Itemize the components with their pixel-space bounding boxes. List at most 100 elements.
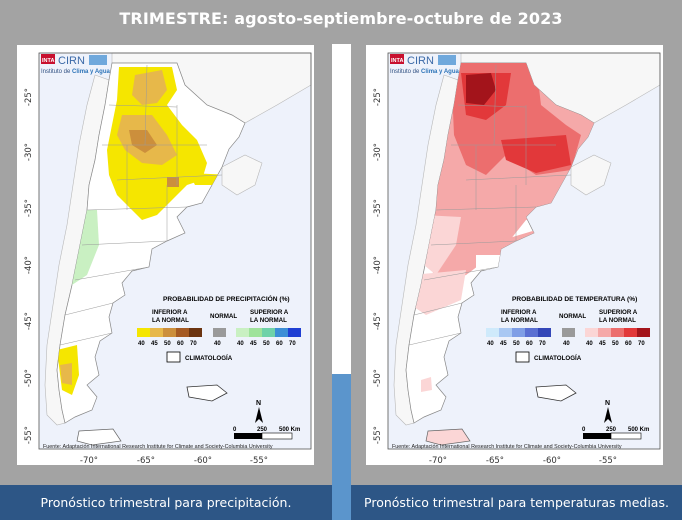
legend-num: 70 [190,341,197,347]
swatch [486,328,499,337]
legend-above-label: SUPERIOR A [599,309,638,316]
lat-tick: -40° [24,256,34,274]
north-arrow: N [255,400,263,423]
islands [535,384,577,402]
north-arrow-icon [255,407,263,423]
scale-bar: 0 250 500 Km [233,427,300,440]
lat-tick: -35° [373,199,383,217]
legend-num: 70 [289,341,296,347]
temperature-caption: Pronóstico trimestral para temperaturas … [351,485,682,520]
swatch [213,328,226,337]
legend-num: 60 [177,341,184,347]
legend-swatches-below [486,328,551,337]
lon-tick: -60° [194,456,212,465]
swatch [236,328,249,337]
swatch [262,328,275,337]
swatch [189,328,202,337]
legend-num: 45 [151,341,158,347]
swatch [538,328,551,337]
legend-num: 70 [638,341,645,347]
panel-divider-accent [332,374,351,520]
scale-seg-white [610,432,642,440]
lon-tick: -60° [543,456,561,465]
legend-num: 40 [214,341,221,347]
legend-above-label: LA NORMAL [599,317,636,324]
legend-above-label: SUPERIOR A [250,309,289,316]
wave-icon [89,55,107,65]
tierra-del-fuego [76,428,122,446]
source-text: Fuente: Adaptación International Researc… [43,444,273,450]
climatology-swatch [515,351,530,363]
lat-tick: -35° [24,199,34,217]
swatch [275,328,288,337]
zone-above-60-center [501,135,571,173]
scale-seg-black [234,433,262,439]
inta-cirn-logo: INTA CIRN Instituto de Clima y Agua [41,54,110,75]
legend-num: 50 [612,341,619,347]
scale-mid: 250 [257,427,268,433]
scale-seg-black [583,433,611,439]
inta-badge [390,54,404,64]
legend-num: 40 [138,341,145,347]
legend-swatches-above [585,328,650,337]
scale-bar: 0 250 500 Km [582,427,649,440]
panel-divider [332,44,351,374]
logo-subtitle: Instituto de Clima y Agua [390,69,459,75]
lat-tick: -25° [373,88,383,106]
north-label: N [256,400,261,407]
swatch [598,328,611,337]
lon-tick: -55° [250,456,268,465]
lon-axis: -70° -65° -60° -55° [80,456,268,465]
climatology-label: CLIMATOLOGÍA [185,354,233,362]
lat-tick: -50° [24,369,34,387]
temp-forecast-zones [411,63,594,315]
legend-above-label: LA NORMAL [250,317,287,324]
north-arrow-icon [604,407,612,423]
page-title: TRIMESTRE: agosto-septiembre-octubre de … [119,8,563,28]
precip-legend: PROBABILIDAD DE PRECIPITACIÓN (%) INFERI… [137,294,301,363]
map-frame [387,52,661,450]
legend-title: PROBABILIDAD DE TEMPERATURA (%) [512,296,637,303]
north-label: N [605,400,610,407]
map-frame [38,52,312,450]
scale-end: 500 Km [279,427,300,433]
lat-tick: -30° [24,143,34,161]
climatology-swatch [166,351,181,363]
temperature-map: -25° -30° -35° -40° -45° -50° -55° -70° … [373,52,661,465]
legend-title: PROBABILIDAD DE PRECIPITACIÓN (%) [163,294,290,303]
swatch [637,328,650,337]
swatch [562,328,575,337]
scale-zero: 0 [582,427,586,433]
legend-normal-label: NORMAL [559,313,586,320]
legend-num: 60 [526,341,533,347]
lon-tick: -70° [80,456,98,465]
swatch [150,328,163,337]
inta-badge-text: INTA [391,58,403,64]
lat-axis: -25° -30° -35° -40° -45° -50° -55° [24,88,34,444]
legend-num: 45 [500,341,507,347]
scale-seg-white [261,432,293,440]
legend-below-label: INFERIOR A [152,309,188,316]
legend-swatches-below [137,328,202,337]
swatch [137,328,150,337]
lat-tick: -40° [373,256,383,274]
province-borders [59,64,223,346]
wave-icon [438,55,456,65]
legend-num: 40 [487,341,494,347]
lon-tick: -65° [137,456,155,465]
scale-zero: 0 [233,427,237,433]
inta-cirn-logo: INTA CIRN Instituto de Clima y Agua [390,54,459,75]
lon-tick: -70° [429,456,447,465]
precipitation-caption: Pronóstico trimestral para precipitación… [0,485,332,520]
lat-tick: -55° [373,426,383,444]
cirn-text: CIRN [58,55,85,67]
swatch [624,328,637,337]
legend-normal-label: NORMAL [210,313,237,320]
inta-badge [41,54,55,64]
swatch [176,328,189,337]
lat-tick: -55° [24,426,34,444]
temp-legend: PROBABILIDAD DE TEMPERATURA (%) INFERIOR… [486,296,650,363]
legend-num: 45 [599,341,606,347]
legend-num: 40 [586,341,593,347]
legend-num: 50 [263,341,270,347]
